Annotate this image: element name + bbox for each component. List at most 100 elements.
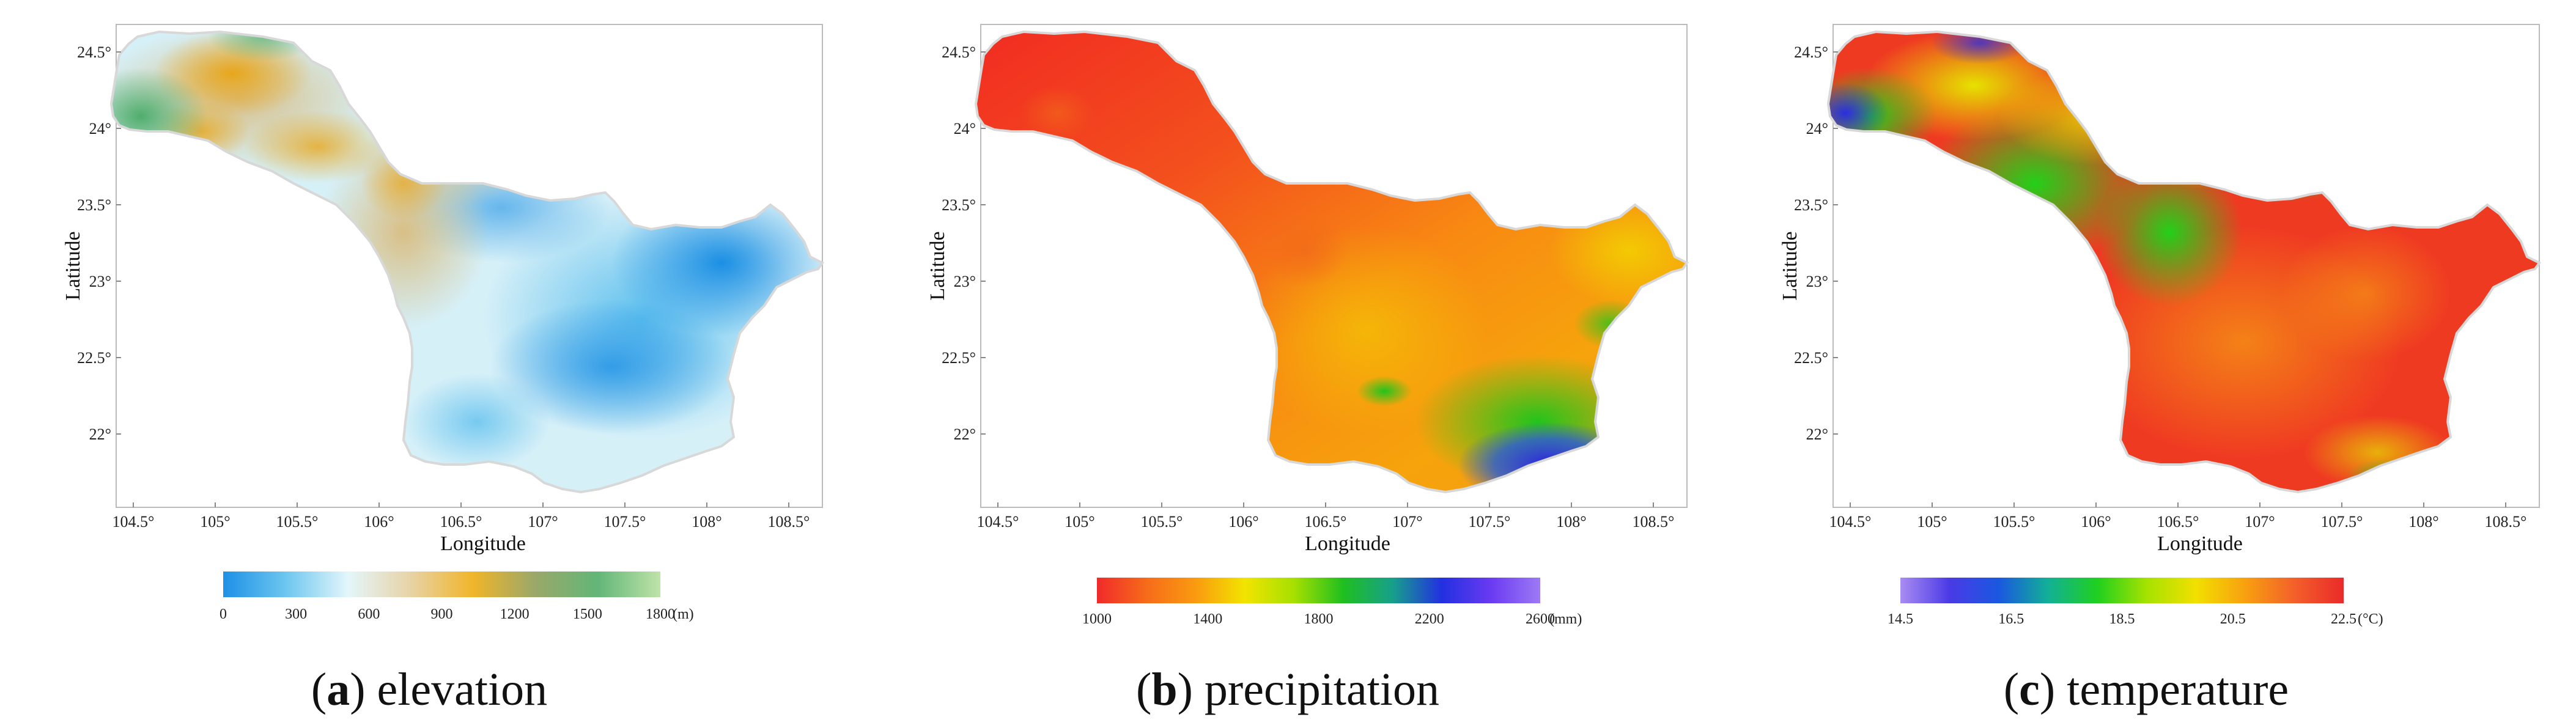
- colorbar-tick-label: 18.5: [2109, 611, 2135, 627]
- x-tick-label: 108°: [1556, 513, 1586, 531]
- y-tick-label: 22.5°: [77, 349, 111, 367]
- caption-letter: a: [327, 664, 350, 715]
- x-tick-label: 108.5°: [768, 513, 810, 531]
- x-tick-label: 106°: [1228, 513, 1258, 531]
- axes-frame: [116, 24, 823, 508]
- x-tick-label: 105°: [1065, 513, 1094, 531]
- x-axis-label: Longitude: [2157, 532, 2243, 555]
- x-tick-label: 107.5°: [1469, 513, 1511, 531]
- y-tick-label: 23.5°: [77, 196, 111, 214]
- x-tick-label: 107°: [1392, 513, 1422, 531]
- x-tick-label: 108.5°: [1633, 513, 1675, 531]
- caption-text: precipitation: [1204, 664, 1439, 715]
- colorbar-unit: (mm): [1549, 611, 1582, 627]
- x-tick-label: 108°: [692, 513, 722, 531]
- y-ticks: 24.5° 24° 23.5° 23° 22.5° 22°: [1794, 43, 1838, 443]
- y-tick-label: 23°: [1806, 273, 1828, 290]
- y-axis-label: Latitude: [1779, 231, 1801, 300]
- colorbar: [1097, 578, 1540, 603]
- precipitation-field: [976, 32, 1687, 492]
- y-tick-label: 24.5°: [942, 43, 976, 61]
- y-ticks: 24.5° 24° 23.5° 23° 22.5° 22°: [942, 43, 986, 443]
- caption-text: elevation: [377, 664, 548, 715]
- x-tick-label: 108.5°: [2485, 513, 2527, 531]
- caption-letter: c: [2019, 664, 2040, 715]
- colorbar-tick-label: 16.5: [1998, 611, 2024, 627]
- caption-precipitation: (b) precipitation: [1136, 664, 1439, 715]
- colorbar: [223, 572, 660, 597]
- colorbar-tick-label: 1400: [1193, 611, 1222, 627]
- x-tick-label: 107°: [528, 513, 558, 531]
- y-tick-label: 24°: [954, 120, 976, 138]
- colorbar-ticks: 14.5 16.5 18.5 20.5 22.5: [1888, 611, 2356, 627]
- x-tick-label: 107.5°: [2321, 513, 2363, 531]
- x-tick-label: 104.5°: [113, 513, 155, 531]
- colorbar-tick-label: 2200: [1415, 611, 1444, 627]
- x-tick-label: 106.5°: [1305, 513, 1347, 531]
- axes-frame: [1832, 24, 2540, 508]
- map-precipitation: 104.5° 105° 105.5° 106° 106.5° 107° 107.5° 108°…: [926, 24, 1688, 627]
- x-tick-label: 106°: [364, 513, 394, 531]
- y-tick-label: 22°: [89, 425, 111, 443]
- x-tick-label: 106.5°: [2157, 513, 2199, 531]
- x-tick-label: 105°: [200, 513, 230, 531]
- x-tick-label: 104.5°: [1829, 513, 1872, 531]
- x-tick-label: 105.5°: [1141, 513, 1183, 531]
- colorbar-ticks: 0 300 600 900 1200 1500 1800: [220, 606, 675, 622]
- y-tick-label: 23.5°: [942, 196, 976, 214]
- y-tick-label: 22°: [954, 425, 976, 443]
- y-tick-label: 24°: [1806, 120, 1828, 138]
- x-tick-label: 107.5°: [604, 513, 646, 531]
- colorbar-tick-label: 2600: [1526, 611, 1555, 627]
- y-tick-label: 24.5°: [1794, 43, 1828, 61]
- colorbar-unit: (m): [673, 606, 694, 622]
- x-tick-label: 105°: [1917, 513, 1947, 531]
- x-ticks: 104.5° 105° 105.5° 106° 106.5° 107° 107.5° 108°…: [1829, 502, 2527, 531]
- y-tick-label: 24.5°: [77, 43, 111, 61]
- x-tick-label: 105.5°: [276, 513, 319, 531]
- y-tick-label: 23°: [954, 273, 976, 290]
- x-ticks: 104.5° 105° 105.5° 106° 106.5° 107° 107.5° 108°…: [977, 502, 1675, 531]
- caption-text: temperature: [2067, 664, 2289, 715]
- x-tick-label: 105.5°: [1993, 513, 2035, 531]
- colorbar-tick-label: 1800: [1304, 611, 1334, 627]
- y-tick-label: 22.5°: [1794, 349, 1828, 367]
- y-axis-label: Latitude: [62, 231, 84, 300]
- x-axis-label: Longitude: [440, 532, 526, 555]
- caption-letter: b: [1151, 664, 1178, 715]
- colorbar-tick-label: 1800: [646, 606, 675, 622]
- colorbar-tick-label: 1500: [573, 606, 602, 622]
- x-tick-label: 106°: [2081, 513, 2111, 531]
- colorbar-tick-label: 20.5: [2220, 611, 2246, 627]
- colorbar-tick-label: 0: [220, 606, 227, 622]
- panel-elevation: 104.5° 105° 105.5° 106° 106.5° 107° 107.5° 108°…: [0, 0, 858, 728]
- caption-elevation: (a) elevation: [311, 664, 548, 715]
- colorbar-tick-label: 1000: [1082, 611, 1112, 627]
- colorbar: [1900, 578, 2344, 603]
- x-axis-label: Longitude: [1305, 532, 1390, 555]
- map-temperature: 104.5° 105° 105.5° 106° 106.5° 107° 107.5° 108°…: [1779, 24, 2541, 627]
- colorbar-tick-label: 600: [358, 606, 380, 622]
- x-tick-label: 108°: [2408, 513, 2438, 531]
- map-elevation: 104.5° 105° 105.5° 106° 106.5° 107° 107.5° 108°…: [62, 24, 824, 622]
- axes-frame: [980, 24, 1688, 508]
- colorbar-tick-label: 1200: [500, 606, 530, 622]
- panel-precipitation: 104.5° 105° 105.5° 106° 106.5° 107° 107.5° 108°…: [858, 0, 1717, 728]
- colorbar-tick-label: 300: [285, 606, 307, 622]
- elevation-field: [111, 32, 822, 492]
- colorbar-tick-label: 14.5: [1888, 611, 1913, 627]
- caption-temperature: (c) temperature: [2003, 664, 2289, 715]
- colorbar-tick-label: 22.5: [2331, 611, 2356, 627]
- colorbar-ticks: 1000 1400 1800 2200 2600: [1082, 611, 1555, 627]
- y-tick-label: 23.5°: [1794, 196, 1828, 214]
- y-tick-label: 24°: [89, 120, 111, 138]
- colorbar-unit: (°C): [2358, 611, 2383, 627]
- panel-temperature: 104.5° 105° 105.5° 106° 106.5° 107° 107.5° 108°…: [1717, 0, 2575, 728]
- y-tick-label: 22.5°: [942, 349, 976, 367]
- x-tick-label: 104.5°: [977, 513, 1019, 531]
- x-ticks: 104.5° 105° 105.5° 106° 106.5° 107° 107.5° 108°…: [113, 502, 810, 531]
- y-tick-label: 23°: [89, 273, 111, 290]
- x-tick-label: 107°: [2245, 513, 2275, 531]
- y-tick-label: 22°: [1806, 425, 1828, 443]
- y-ticks: 24.5° 24° 23.5° 23° 22.5° 22°: [77, 43, 121, 443]
